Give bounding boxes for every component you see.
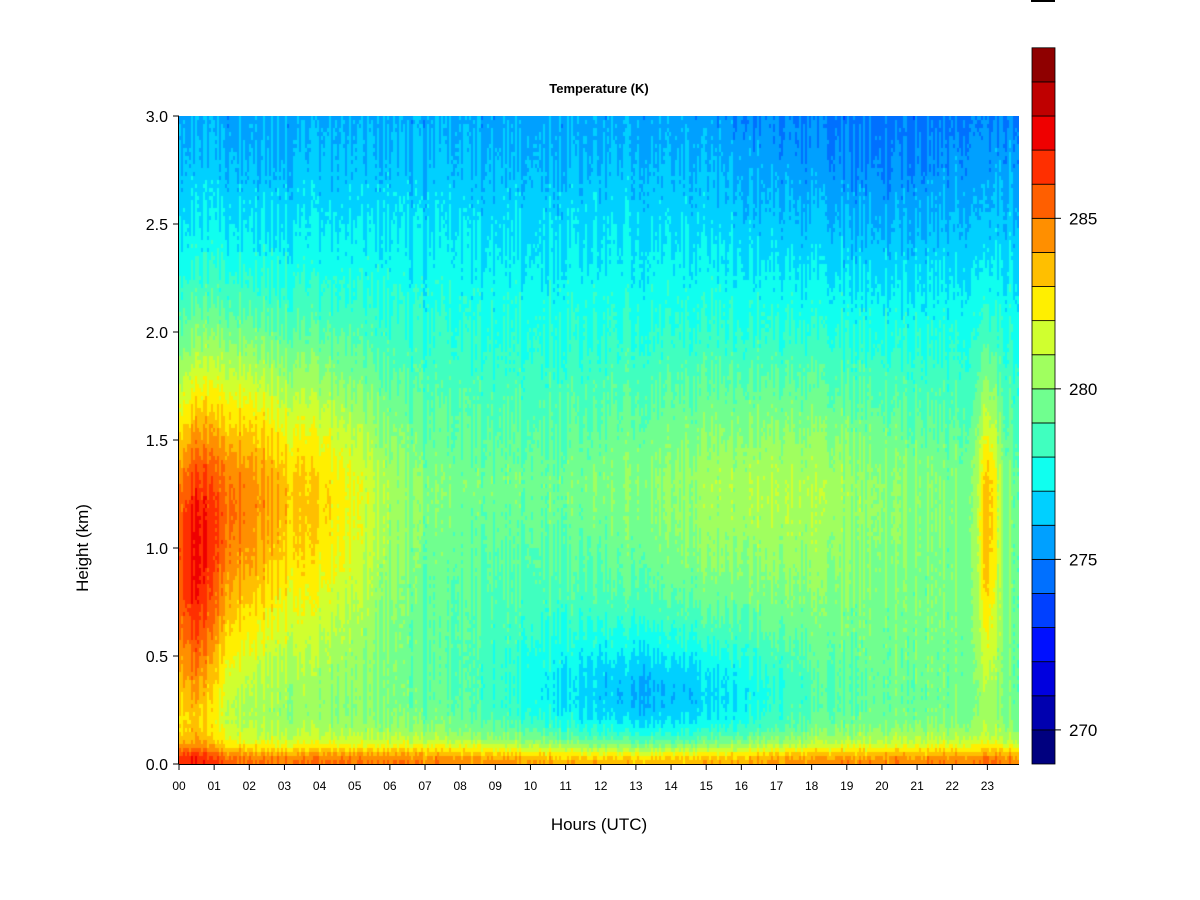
x-tick-label: 09 <box>489 779 503 793</box>
x-tick-label: 14 <box>664 779 678 793</box>
colorbar-swatch <box>1031 627 1056 663</box>
colorbar-tick-label: 275 <box>1069 550 1097 569</box>
x-tick-label: 18 <box>805 779 819 793</box>
x-tick-label: 19 <box>840 779 854 793</box>
y-axis: 0.0 0.5 1.0 1.5 2.0 2.5 3.0 <box>146 109 179 774</box>
colorbar-ticks: 270 275 280 285 <box>1055 209 1097 740</box>
x-tick-label: 06 <box>383 779 397 793</box>
colorbar-swatch <box>1031 81 1056 117</box>
x-tick-label: 16 <box>735 779 749 793</box>
x-tick-label: 10 <box>524 779 538 793</box>
x-tick-label: 12 <box>594 779 608 793</box>
colorbar-swatch <box>1031 661 1056 697</box>
colorbar-swatch <box>1031 558 1056 594</box>
x-tick-label: 00 <box>172 779 186 793</box>
y-tick-label: 0.5 <box>146 649 168 666</box>
colorbar-tick-label: 270 <box>1069 721 1097 740</box>
x-tick-label: 17 <box>770 779 784 793</box>
colorbar-tick-label: 280 <box>1069 380 1097 399</box>
colorbar-swatch <box>1031 115 1056 151</box>
colorbar-swatch <box>1031 422 1056 458</box>
y-tick-label: 1.0 <box>146 541 168 558</box>
x-tick-label: 01 <box>207 779 221 793</box>
x-tick-label: 03 <box>278 779 292 793</box>
colorbar-swatch <box>1031 320 1056 356</box>
colorbar-swatch <box>1031 490 1056 526</box>
x-tick-label: 08 <box>453 779 467 793</box>
y-axis-label: Height (km) <box>73 504 92 592</box>
y-tick-label: 3.0 <box>146 109 168 126</box>
x-tick-label: 21 <box>910 779 924 793</box>
x-axis-label: Hours (UTC) <box>551 815 647 834</box>
colorbar-swatch <box>1031 252 1056 287</box>
x-tick-label: 13 <box>629 779 643 793</box>
x-tick-label: 04 <box>313 779 327 793</box>
colorbar-swatch <box>1031 456 1056 492</box>
x-tick-label: 23 <box>981 779 995 793</box>
y-tick-label: 1.5 <box>146 433 168 450</box>
y-tick-label: 2.5 <box>146 217 168 234</box>
heatmap-canvas <box>179 116 1019 764</box>
x-tick-label: 15 <box>700 779 714 793</box>
colorbar-swatch <box>1031 183 1056 219</box>
x-tick-label: 22 <box>946 779 960 793</box>
colorbar-swatch <box>1031 729 1056 765</box>
heatmap-plot-area <box>179 116 1019 764</box>
heatmap-field <box>179 116 1019 764</box>
x-tick-label: 02 <box>243 779 257 793</box>
chart-title: Temperature (K) <box>549 81 648 96</box>
corner-mark <box>1031 0 1055 2</box>
colorbar-swatch <box>1031 524 1056 560</box>
x-axis: 00 01 02 03 04 05 06 07 08 09 10 11 12 13 14 15 16 17 18 19… <box>172 764 1019 793</box>
x-tick-label: 07 <box>418 779 432 793</box>
colorbar-swatch <box>1031 286 1056 322</box>
colorbar-swatch <box>1031 149 1056 185</box>
colorbar-tick-label: 285 <box>1069 209 1097 228</box>
x-tick-label: 20 <box>875 779 889 793</box>
y-tick-label: 2.0 <box>146 325 168 342</box>
colorbar-swatch <box>1031 388 1056 424</box>
colorbar-swatch <box>1031 593 1056 628</box>
y-tick-label: 0.0 <box>146 757 168 774</box>
colorbar-swatch <box>1031 354 1056 390</box>
colorbar-swatch <box>1031 217 1056 253</box>
colorbar <box>1031 47 1056 765</box>
x-tick-label: 11 <box>559 779 572 793</box>
x-tick-label: 05 <box>348 779 362 793</box>
colorbar-swatch <box>1031 47 1056 83</box>
colorbar-swatch <box>1031 695 1056 731</box>
